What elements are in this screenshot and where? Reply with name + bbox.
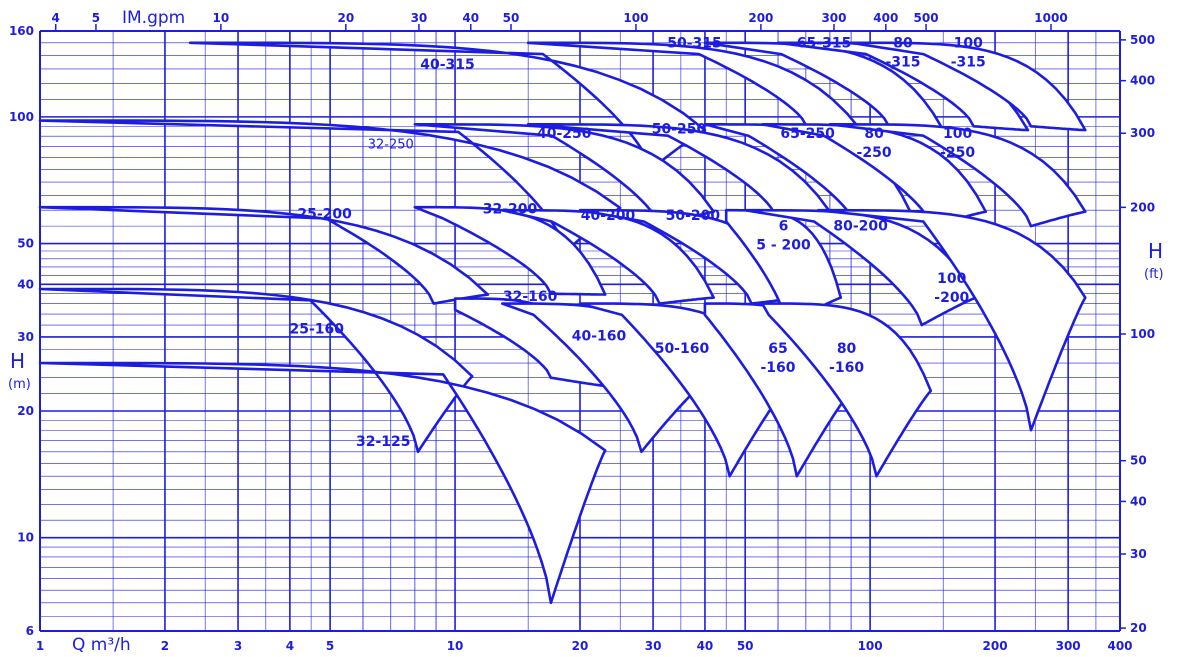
chart-frame	[39, 30, 1121, 632]
zone-40-315	[188, 41, 707, 171]
y-tick-label: 20	[17, 404, 34, 418]
zone-label: 50-315	[667, 35, 722, 51]
zone-100-315	[849, 41, 1087, 132]
y2-tick-label: 400	[1130, 74, 1155, 88]
zone-label: 65-315	[797, 35, 852, 51]
y2-axis-title: H	[1148, 239, 1163, 263]
x2-tick-label: 100	[623, 11, 648, 25]
y-tick-label: 160	[9, 24, 34, 38]
y2-axis-tick-labels: 20 30 40 50 100 200 300 400 500	[1120, 33, 1155, 635]
zone-label: 80-200	[833, 219, 888, 235]
zone-25-160	[38, 287, 474, 454]
y-axis-title: H	[10, 349, 25, 373]
zone-label: 65-250	[780, 126, 835, 142]
y-tick-label: 6	[26, 624, 34, 638]
y2-tick-label: 30	[1130, 547, 1147, 561]
x2-tick-label: 20	[337, 11, 354, 25]
pump-zones	[38, 41, 1087, 605]
x2-axis-title: IM.gpm	[122, 8, 185, 28]
x-tick-label: 5	[326, 639, 334, 653]
zone-labels: 40-315 50-315 65-315 80 -315 100 -315 32-250 40-…	[290, 35, 986, 449]
zone-label: 50-200	[666, 208, 721, 224]
zone-label: 100 -250	[940, 126, 975, 161]
zone-label: 40-200	[581, 208, 636, 224]
x2-tick-label: 5	[92, 11, 100, 25]
y-axis-tick-labels: 6 10 20 30 40 50 100 160	[9, 24, 34, 638]
y2-tick-label: 200	[1130, 200, 1155, 214]
zone-label: 65 -160	[761, 341, 796, 376]
x-tick-label: 100	[858, 639, 883, 653]
x2-tick-label: 1000	[1034, 11, 1067, 25]
y2-tick-label: 50	[1130, 454, 1147, 468]
x-tick-label: 50	[737, 639, 754, 653]
x-tick-label: 200	[983, 639, 1008, 653]
zone-label: 40-315	[420, 57, 475, 73]
zone-label: 25-160	[290, 321, 345, 337]
zone-label: 32-200	[483, 201, 538, 217]
zone-label: 80 -315	[885, 35, 920, 70]
x-axis-tick-labels: 1 2 3 4 5 10 20 30 40 50 100 200 300 400	[36, 639, 1133, 653]
y-tick-label: 40	[17, 277, 34, 291]
y-tick-label: 100	[9, 110, 34, 124]
x-tick-label: 2	[161, 639, 169, 653]
x2-tick-label: 300	[821, 11, 846, 25]
x-tick-label: 20	[572, 639, 589, 653]
x2-tick-label: 50	[503, 11, 520, 25]
y2-tick-label: 300	[1130, 126, 1155, 140]
x-tick-label: 300	[1056, 639, 1081, 653]
zone-label: 32-250	[368, 138, 414, 153]
x2-axis-tick-labels: 4 5 10 20 30 40 50 100 200 300 400 500 1000	[52, 11, 1068, 31]
x-tick-label: 400	[1107, 639, 1132, 653]
x-tick-label: 4	[286, 639, 294, 653]
zone-label: 32-125	[356, 434, 411, 450]
zone-label: 25-200	[297, 206, 352, 222]
x2-tick-label: 500	[914, 11, 939, 25]
zone-label: 50-250	[652, 121, 707, 137]
y-tick-label: 10	[17, 531, 34, 545]
y-tick-label: 30	[17, 330, 34, 344]
zone-label: 100 -200	[934, 271, 969, 306]
zone-label: 40-250	[537, 126, 592, 142]
zone-label: 40-160	[572, 329, 627, 345]
y2-tick-label: 20	[1130, 621, 1147, 635]
zone-label: 32-160	[503, 289, 558, 305]
zone-80-160	[761, 302, 933, 478]
x-tick-label: 10	[447, 639, 464, 653]
y2-tick-label: 40	[1130, 494, 1147, 508]
zone-100-250	[828, 123, 1087, 228]
x2-tick-label: 400	[873, 11, 898, 25]
y2-axis-unit: (ft)	[1144, 267, 1164, 282]
zone-label: 100 -315	[951, 35, 986, 70]
x-tick-label: 30	[645, 639, 662, 653]
x-tick-label: 40	[697, 639, 714, 653]
x-tick-label: 3	[234, 639, 242, 653]
zone-100-200	[817, 208, 1087, 432]
x-tick-label: 1	[36, 639, 44, 653]
y-tick-label: 50	[17, 237, 34, 251]
x2-tick-label: 10	[213, 11, 230, 25]
zone-label: 80 -160	[829, 341, 864, 376]
x2-tick-label: 40	[462, 11, 479, 25]
x-axis-title: Q m³/h	[72, 635, 131, 655]
y2-tick-label: 500	[1130, 33, 1155, 47]
x2-tick-label: 4	[52, 11, 60, 25]
zone-32-125	[38, 361, 607, 605]
x2-tick-label: 200	[748, 11, 773, 25]
y2-tick-label: 100	[1130, 327, 1155, 341]
y-axis-unit: (m)	[8, 377, 31, 392]
zone-label: 50-160	[655, 341, 710, 357]
x2-tick-label: 30	[411, 11, 428, 25]
zone-label: 80 -250	[857, 126, 892, 161]
